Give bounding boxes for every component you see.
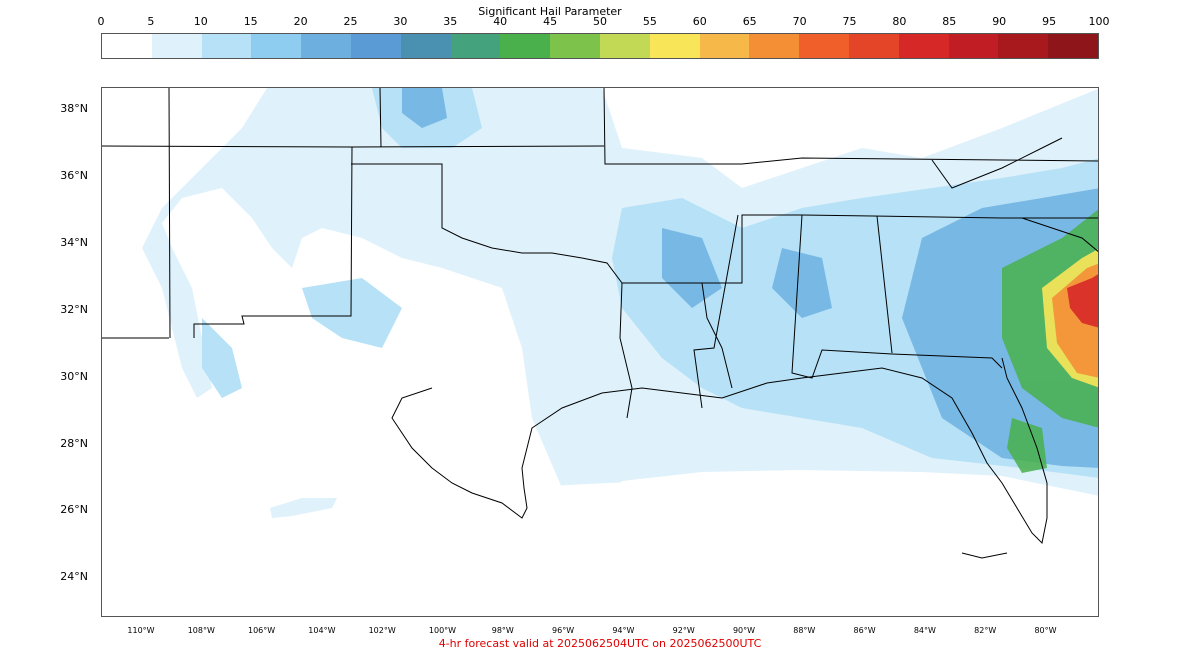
colorbar-tick-label: 35 (443, 15, 458, 28)
longitude-label: 104°W (308, 626, 336, 635)
longitude-label: 84°W (913, 626, 936, 635)
colorbar-segment (550, 34, 600, 58)
colorbar-tick-label: 75 (842, 15, 857, 28)
colorbar-segment (848, 34, 899, 58)
colorbar-segment (898, 34, 949, 58)
state-boundaries (102, 88, 1098, 419)
longitude-label: 100°W (428, 626, 457, 635)
longitude-label: 86°W (853, 626, 876, 635)
longitude-label: 108°W (187, 626, 215, 635)
map-frame (101, 87, 1099, 617)
colorbar-tick-label: 80 (892, 15, 907, 28)
longitude-label: 88°W (793, 626, 816, 635)
longitude-label: 102°W (368, 626, 396, 635)
colorbar-segment (350, 34, 401, 58)
colorbar-tick-label: 30 (393, 15, 408, 28)
latitude-label: 24°N (60, 570, 88, 584)
colorbar-segment (201, 34, 252, 58)
colorbar-segment (699, 34, 750, 58)
longitude-label: 94°W (612, 626, 635, 635)
latitude-label: 26°N (60, 503, 88, 517)
longitude-label: 96°W (552, 626, 575, 635)
colorbar-tick-label: 60 (692, 15, 707, 28)
colorbar-tick-label: 20 (293, 15, 308, 28)
latitude-label: 28°N (60, 436, 88, 450)
longitude-label: 92°W (672, 626, 695, 635)
colorbar-segment (948, 34, 999, 58)
colorbar-segment (500, 34, 551, 58)
latitude-label: 30°N (60, 369, 88, 383)
longitude-label: 80°W (1034, 626, 1057, 635)
colorbar-segment (301, 34, 351, 58)
colorbar-tick-label: 25 (343, 15, 358, 28)
colorbar-tick-label: 40 (493, 15, 508, 28)
map-canvas (102, 88, 1098, 616)
colorbar-segment (151, 34, 202, 58)
colorbar-segment (102, 34, 152, 58)
colorbar-title: Significant Hail Parameter (478, 5, 622, 18)
colorbar-tick-label: 55 (642, 15, 657, 28)
colorbar-tick-label: 90 (992, 15, 1007, 28)
colorbar-segment (400, 34, 451, 58)
colorbar-segment (251, 34, 302, 58)
colorbar-tick-label: 100 (1088, 15, 1110, 28)
colorbar-segment (599, 34, 650, 58)
longitude-label: 110°W (127, 626, 155, 635)
colorbar-segment (1048, 34, 1098, 58)
forecast-valid-caption: 4-hr forecast valid at 2025062504UTC on … (438, 637, 762, 650)
colorbar-tick-label: 10 (193, 15, 208, 28)
longitude-label: 98°W (491, 626, 514, 635)
colorbar-segment (749, 34, 800, 58)
longitude-label: 106°W (248, 626, 276, 635)
colorbar (101, 33, 1099, 59)
latitude-label: 34°N (60, 235, 88, 249)
colorbar-tick-label: 70 (792, 15, 807, 28)
colorbar-tick-label: 65 (742, 15, 757, 28)
colorbar-tick-label: 85 (942, 15, 957, 28)
longitude-label: 82°W (974, 626, 997, 635)
coastline (391, 357, 1048, 559)
latitude-label: 36°N (60, 168, 88, 182)
colorbar-tick-label: 45 (543, 15, 558, 28)
longitude-label: 90°W (732, 626, 756, 635)
colorbar-segment (649, 34, 700, 58)
latitude-label: 38°N (60, 102, 88, 115)
colorbar-segment (799, 34, 849, 58)
colorbar-segment (998, 34, 1049, 58)
latitude-label: 32°N (60, 302, 88, 316)
colorbar-tick-label: 50 (593, 15, 607, 28)
colorbar-tick-label: 95 (1042, 15, 1057, 28)
colorbar-segment (450, 34, 501, 58)
colorbar-tick-label: 0 (97, 15, 105, 28)
hail-field-red (1067, 274, 1098, 328)
colorbar-tick-label: 15 (243, 15, 258, 28)
domain-edge (522, 479, 1098, 616)
colorbar-tick-label: 5 (147, 15, 155, 28)
